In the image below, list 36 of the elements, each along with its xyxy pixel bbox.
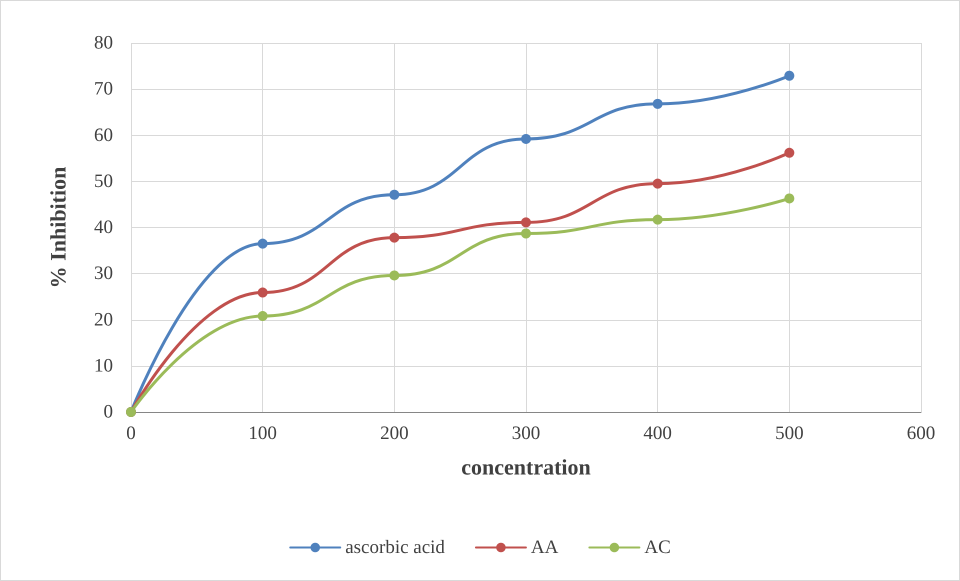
y-axis-title: % Inhibition — [46, 166, 70, 288]
x-tick-label: 400 — [643, 423, 672, 444]
point — [258, 238, 268, 249]
point — [652, 98, 663, 109]
y-tick-label: 80 — [94, 32, 113, 54]
y-tick-label: 0 — [104, 402, 113, 422]
point — [652, 214, 663, 225]
point — [521, 134, 531, 144]
point — [784, 148, 794, 158]
x-tick-label: 300 — [512, 423, 540, 444]
point — [521, 217, 531, 228]
x-tick-label: 600 — [906, 423, 936, 444]
point — [389, 190, 400, 200]
y-tick-label: 40 — [94, 217, 113, 238]
x-tick-label: 0 — [126, 423, 136, 444]
x-tick-label: 200 — [380, 423, 409, 444]
x-tick-label: 500 — [775, 423, 804, 444]
y-tick-label: 30 — [94, 263, 113, 284]
y-tick-label: 70 — [94, 78, 113, 100]
point — [389, 270, 400, 280]
legend-label: ascorbic acid — [345, 537, 446, 558]
x-axis-title: concentration — [461, 454, 591, 480]
legend-label: AC — [644, 537, 671, 558]
point — [784, 70, 794, 81]
point — [652, 178, 663, 189]
point — [521, 228, 531, 238]
y-tick-label: 50 — [94, 170, 113, 192]
y-tick-label: 60 — [94, 124, 113, 146]
x-tick-label: 100 — [248, 423, 277, 444]
point — [784, 193, 794, 204]
point — [389, 232, 400, 243]
legend-label: AA — [530, 537, 559, 558]
point — [258, 311, 268, 322]
y-tick-label: 10 — [94, 355, 113, 376]
point — [258, 288, 268, 298]
y-tick-label: 20 — [94, 309, 113, 330]
